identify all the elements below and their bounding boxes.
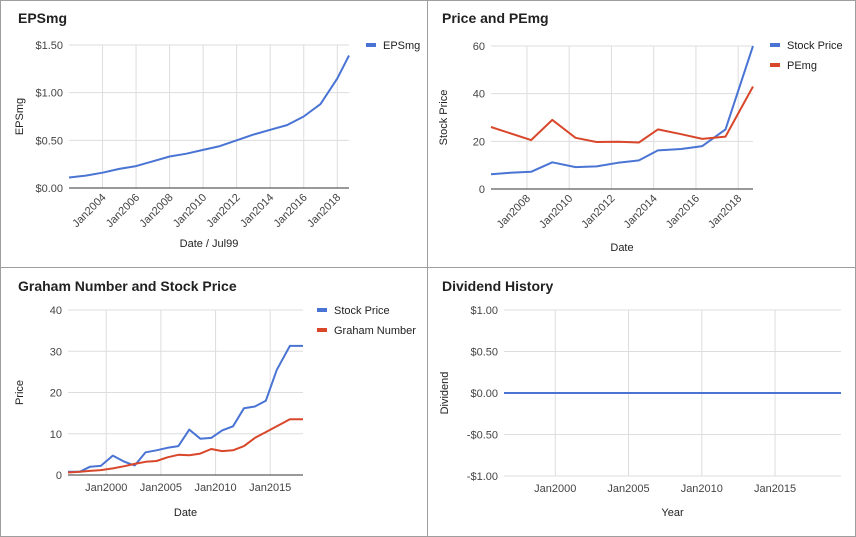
y-tick-label: $1.00 — [470, 305, 498, 317]
y-tick-label: 10 — [50, 429, 62, 441]
y-tick-label: 20 — [473, 136, 485, 148]
x-tick-label: Jan2010 — [171, 192, 209, 230]
y-axis-label: Stock Price — [438, 90, 450, 146]
y-tick-label: -$1.00 — [467, 471, 498, 483]
series-line-epsmg — [68, 55, 350, 179]
x-tick-label: Jan2014 — [621, 193, 659, 231]
y-tick-label: $1.00 — [35, 88, 63, 100]
x-tick-label: Jan2008 — [137, 192, 175, 230]
series-line-graham-number — [67, 418, 303, 474]
dividend-chart: Dividend History -$1.00 -$0.50 $0.00 $0.50 $1… — [439, 278, 841, 519]
y-axis-label: Dividend — [439, 372, 451, 415]
x-tick-label: Jan2000 — [85, 482, 127, 494]
y-tick-label: 0 — [479, 184, 485, 196]
x-tick-label: Jan2010 — [194, 482, 236, 494]
y-tick-label: 40 — [50, 305, 62, 317]
y-tick-label: 30 — [50, 346, 62, 358]
x-tick-label: Jan2010 — [537, 193, 575, 231]
x-tick-label: Jan2016 — [272, 192, 310, 230]
x-tick-label: Jan2014 — [238, 192, 276, 230]
series-line-pemg — [490, 86, 754, 144]
x-tick-label: Jan2015 — [754, 483, 796, 495]
legend-label: EPSmg — [383, 40, 420, 52]
dividend-chart-panel: Dividend History -$1.00 -$0.50 $0.00 $0.50 $1… — [427, 267, 856, 537]
x-tick-label: Jan2004 — [70, 192, 108, 230]
x-tick-label: Jan2000 — [534, 483, 576, 495]
x-tick-label: Jan2012 — [204, 192, 242, 230]
x-tick-label: Jan2010 — [681, 483, 723, 495]
x-tick-label: Jan2015 — [249, 482, 291, 494]
y-tick-label: 0 — [56, 470, 62, 482]
y-tick-label: 20 — [50, 388, 62, 400]
x-tick-label: Jan2018 — [706, 193, 744, 231]
chart-title: Dividend History — [442, 278, 553, 294]
y-axis-label: Price — [14, 380, 26, 405]
x-tick-label: Jan2006 — [104, 192, 142, 230]
y-tick-label: 60 — [473, 41, 485, 53]
y-tick-label: $0.00 — [470, 388, 498, 400]
x-axis-label: Date — [610, 242, 633, 254]
y-tick-label: -$0.50 — [467, 430, 498, 442]
legend-label: PEmg — [787, 60, 817, 72]
eps-chart: EPSmg$0.00$0.50$1.00$1.50Jan2004Jan2006J… — [14, 10, 420, 250]
x-tick-label: Jan2012 — [579, 193, 617, 231]
y-tick-label: $0.00 — [35, 183, 63, 195]
graham-chart: Graham Number and Stock Price 0 10 20 30 40 Ja… — [14, 278, 416, 519]
x-tick-label: Jan2005 — [607, 483, 649, 495]
graham-chart-panel: Graham Number and Stock Price 0 10 20 30 40 Ja… — [0, 267, 428, 537]
y-tick-label: $0.50 — [35, 135, 63, 147]
x-axis-label: Date — [174, 507, 197, 519]
x-tick-label: Jan2016 — [664, 193, 702, 231]
y-tick-label: $1.50 — [35, 40, 63, 52]
y-tick-label: $0.50 — [470, 347, 498, 359]
y-tick-label: 40 — [473, 89, 485, 101]
legend-label: Graham Number — [334, 325, 416, 337]
x-tick-label: Jan2008 — [495, 193, 533, 231]
legend-label: Stock Price — [334, 305, 390, 317]
series-line-stock-price — [490, 45, 754, 176]
x-tick-label: Jan2005 — [140, 482, 182, 494]
price-pe-chart-panel: Price and PEmg 0 20 40 60 Jan2008 Jan2010 Jan20… — [427, 0, 856, 268]
chart-title: Graham Number and Stock Price — [18, 278, 237, 294]
chart-title: EPSmg — [18, 10, 67, 26]
legend-label: Stock Price — [787, 40, 843, 52]
x-tick-label: Jan2018 — [305, 192, 343, 230]
x-axis-label: Year — [661, 507, 684, 519]
series-line-stock-price — [68, 344, 303, 473]
x-axis-label: Date / Jul99 — [180, 238, 239, 250]
y-axis-label: EPSmg — [14, 98, 26, 135]
eps-chart-panel: EPSmg $0.00 $0.50 $1.00 $1.50 Jan2004 Jan2006 J… — [0, 0, 428, 268]
chart-title: Price and PEmg — [442, 10, 549, 26]
